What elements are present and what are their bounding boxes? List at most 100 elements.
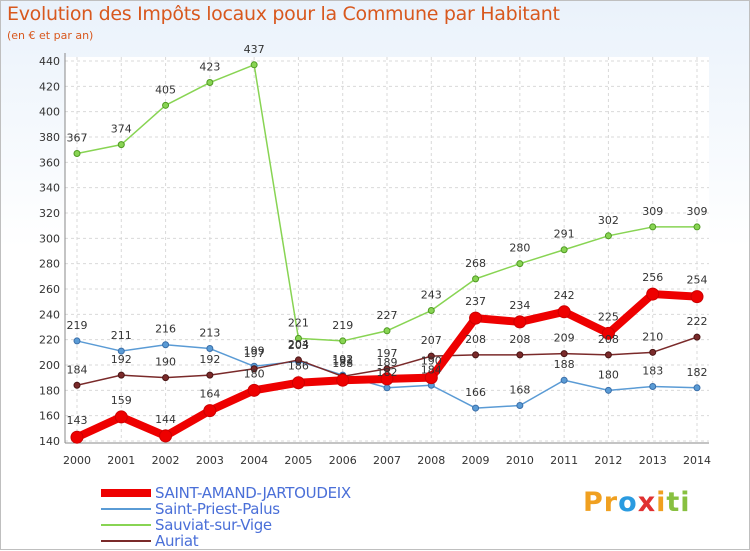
data-point xyxy=(73,337,81,345)
data-point xyxy=(424,371,438,385)
x-tick-label: 2014 xyxy=(683,454,711,467)
x-tick-label: 2005 xyxy=(284,454,312,467)
y-tick-label: 260 xyxy=(39,283,60,296)
y-tick-label: 340 xyxy=(39,182,60,195)
x-tick-label: 2002 xyxy=(152,454,180,467)
data-label: 222 xyxy=(687,315,708,328)
data-point xyxy=(206,345,214,353)
data-point xyxy=(472,275,480,283)
data-label: 216 xyxy=(155,323,176,336)
x-tick-label: 2011 xyxy=(550,454,578,467)
data-point xyxy=(649,348,657,356)
y-tick-label: 160 xyxy=(39,410,60,423)
data-point xyxy=(294,356,302,364)
x-tick-label: 2012 xyxy=(594,454,622,467)
data-point xyxy=(427,307,435,315)
x-tick-label: 2004 xyxy=(240,454,268,467)
data-point xyxy=(560,350,568,358)
data-point xyxy=(472,404,480,412)
x-tick-label: 2009 xyxy=(462,454,490,467)
data-point xyxy=(693,333,701,341)
data-label: 437 xyxy=(244,43,265,56)
data-label: 234 xyxy=(509,299,530,312)
y-tick-label: 380 xyxy=(39,131,60,144)
data-label: 268 xyxy=(465,257,486,270)
y-tick-label: 420 xyxy=(39,80,60,93)
x-tick-label: 2001 xyxy=(107,454,135,467)
legend-swatch xyxy=(101,508,151,510)
data-point xyxy=(516,260,524,268)
data-label: 209 xyxy=(554,332,575,345)
data-point xyxy=(159,429,173,443)
logo-letter: r xyxy=(603,487,619,518)
data-point xyxy=(291,376,305,390)
legend-swatch xyxy=(101,524,151,526)
data-label: 211 xyxy=(111,329,132,342)
data-label: 184 xyxy=(421,363,442,376)
data-label: 180 xyxy=(598,368,619,381)
data-label: 210 xyxy=(642,330,663,343)
x-tick-label: 2003 xyxy=(196,454,224,467)
data-label: 221 xyxy=(288,316,309,329)
data-point xyxy=(383,327,391,335)
y-tick-label: 240 xyxy=(39,308,60,321)
logo-letter: P xyxy=(583,487,604,518)
y-tick-label: 280 xyxy=(39,258,60,271)
data-point xyxy=(250,365,258,373)
data-point xyxy=(427,352,435,360)
data-point xyxy=(383,384,391,392)
data-label: 168 xyxy=(509,384,530,397)
data-label: 197 xyxy=(377,347,398,360)
proxiti-logo: Proxiti xyxy=(583,487,691,518)
data-label: 374 xyxy=(111,123,132,136)
data-point xyxy=(601,326,615,340)
data-label: 190 xyxy=(155,356,176,369)
data-label: 423 xyxy=(199,61,220,74)
data-label: 192 xyxy=(332,353,353,366)
data-point xyxy=(560,376,568,384)
data-point xyxy=(472,351,480,359)
data-point xyxy=(73,149,81,157)
data-label: 182 xyxy=(377,366,398,379)
data-point xyxy=(693,223,701,231)
data-point xyxy=(560,246,568,254)
y-tick-label: 440 xyxy=(39,55,60,68)
legend-label: Saint-Priest-Palus xyxy=(155,500,280,518)
x-tick-label: 2013 xyxy=(639,454,667,467)
data-point xyxy=(513,315,527,329)
logo-letter: i xyxy=(656,487,667,518)
data-point xyxy=(117,347,125,355)
data-label: 186 xyxy=(288,360,309,373)
data-label: 143 xyxy=(67,414,88,427)
legend-label: Auriat xyxy=(155,532,199,550)
data-label: 213 xyxy=(199,327,220,340)
data-label: 204 xyxy=(288,338,309,351)
data-label: 367 xyxy=(67,131,88,144)
data-label: 197 xyxy=(244,347,265,360)
data-label: 242 xyxy=(554,289,575,302)
data-label: 144 xyxy=(155,413,176,426)
y-tick-label: 180 xyxy=(39,384,60,397)
data-point xyxy=(206,79,214,87)
x-tick-label: 2000 xyxy=(63,454,91,467)
data-label: 225 xyxy=(598,310,619,323)
data-point xyxy=(117,141,125,149)
data-label: 199 xyxy=(244,344,265,357)
data-label: 166 xyxy=(465,386,486,399)
data-label: 192 xyxy=(199,353,220,366)
data-point xyxy=(117,371,125,379)
data-label: 192 xyxy=(111,353,132,366)
data-point xyxy=(516,402,524,410)
data-label: 208 xyxy=(509,333,530,346)
data-label: 243 xyxy=(421,289,442,302)
data-point xyxy=(604,386,612,394)
data-label: 254 xyxy=(687,274,708,287)
data-point xyxy=(336,373,350,387)
data-label: 191 xyxy=(332,354,353,367)
data-point xyxy=(294,334,302,342)
x-tick-label: 2008 xyxy=(417,454,445,467)
logo-letter: x xyxy=(637,487,657,518)
data-label: 219 xyxy=(332,319,353,332)
data-label: 190 xyxy=(421,355,442,368)
